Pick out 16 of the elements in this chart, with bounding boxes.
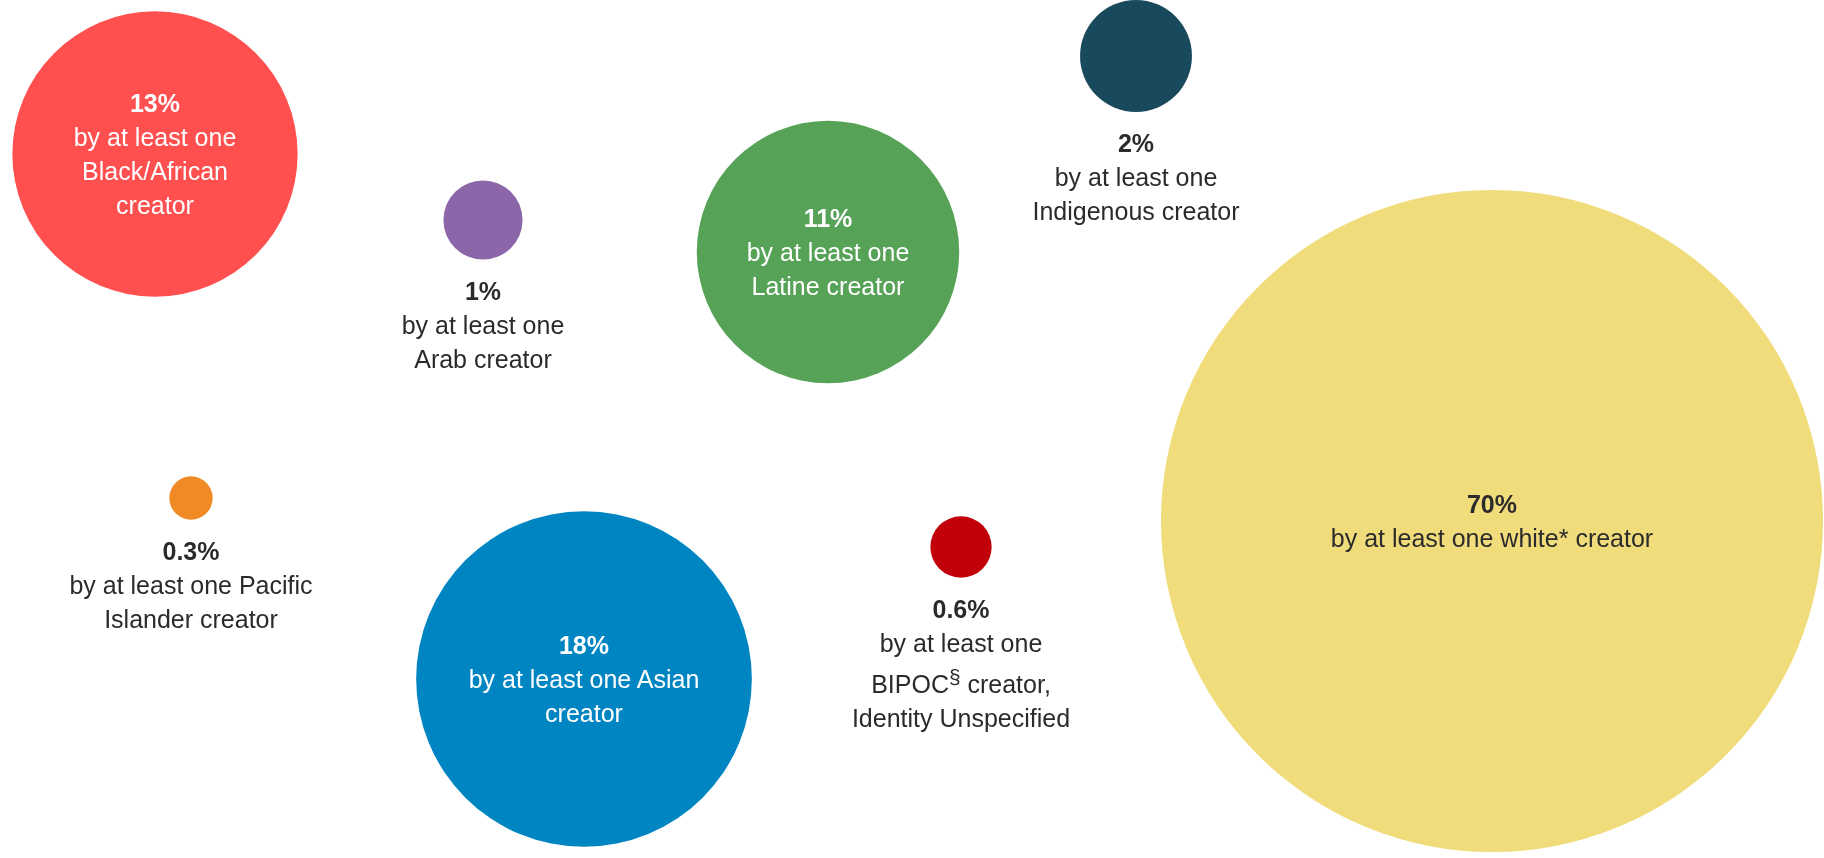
category-label: by at least one Latine creator [745, 237, 911, 302]
category-label: by at least one Indigenous creator [1031, 161, 1241, 227]
category-label: by at least one Pacific Islander creator [68, 569, 314, 635]
data-label: 2% [1116, 127, 1156, 159]
category-label: by at least one Asian creator [467, 664, 701, 729]
category-label: by at least one Black/African creator [72, 122, 238, 221]
data-label: 13% [128, 88, 181, 119]
category-label: by at least one BIPOC$^{§}$ creator, Identity Unspecified [850, 627, 1072, 734]
data-label: 0.3% [161, 535, 221, 567]
category-label: by at least one white* creator [1329, 523, 1655, 554]
data-label: 11% [802, 203, 854, 234]
category-label: by at least one Arab creator [400, 309, 566, 375]
data-label: 0.6% [931, 593, 991, 625]
data-label: 70% [1465, 489, 1518, 520]
data-label: 18% [557, 630, 610, 661]
data-label: 1% [463, 275, 503, 307]
